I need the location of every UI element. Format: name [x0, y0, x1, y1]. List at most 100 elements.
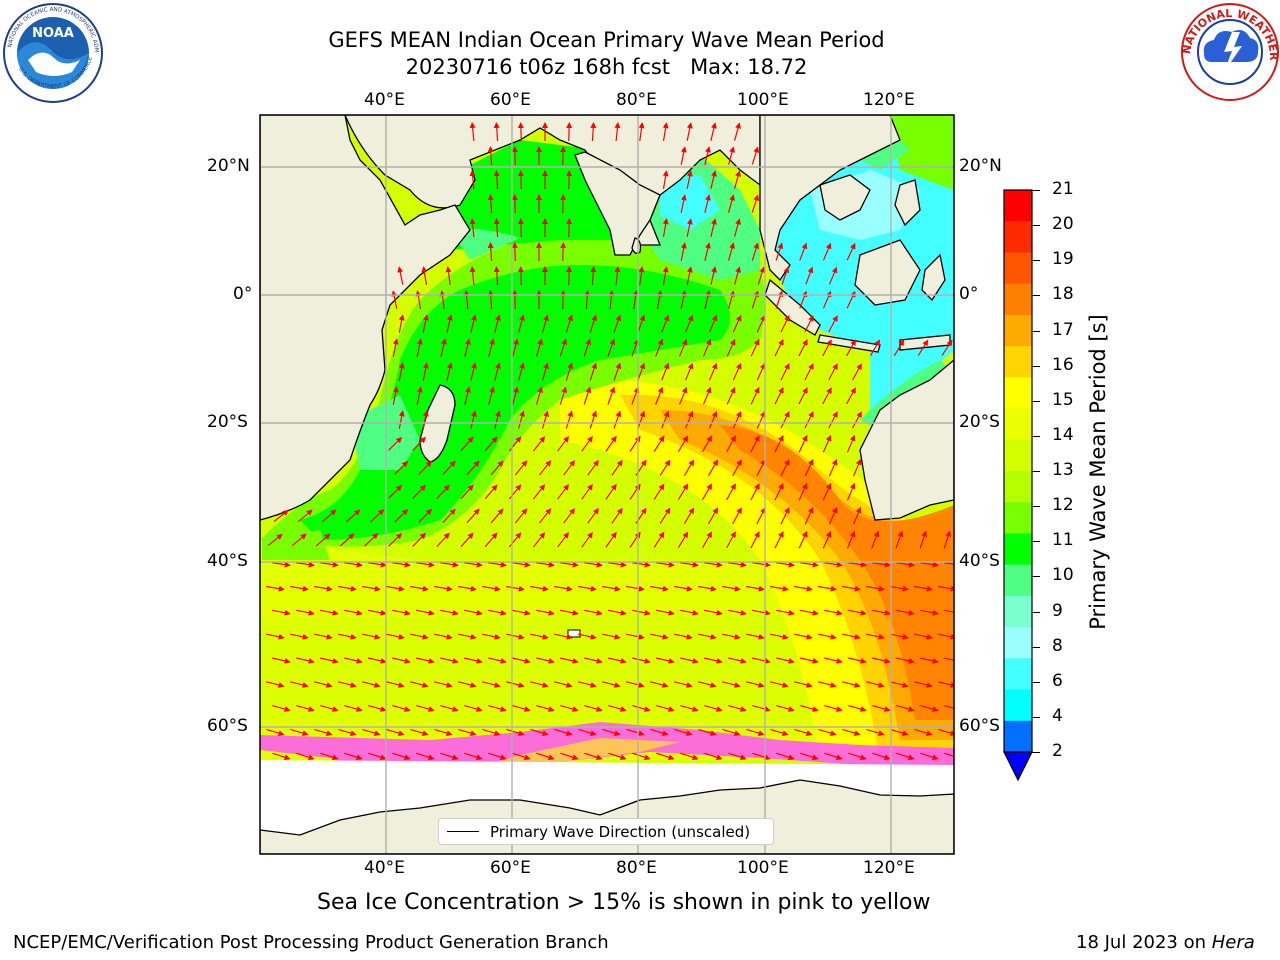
- wave-direction-arrow: [320, 752, 339, 761]
- wave-direction-arrow: [824, 561, 843, 568]
- wave-direction-arrows: [266, 122, 954, 761]
- colorbar-segment: [1004, 658, 1032, 691]
- wave-direction-arrow: [708, 410, 718, 429]
- wave-direction-arrow: [392, 657, 411, 664]
- wave-direction-arrow: [338, 633, 357, 640]
- wave-direction-arrow: [386, 728, 405, 737]
- wave-direction-arrow: [506, 681, 525, 688]
- wave-direction-arrow: [466, 508, 480, 524]
- colorbar-segment: [1004, 346, 1032, 378]
- wave-direction-arrow: [488, 609, 507, 616]
- wave-direction-arrow: [602, 728, 621, 737]
- wave-direction-arrow: [662, 218, 669, 237]
- wave-direction-arrow: [394, 460, 409, 475]
- wave-direction-arrow: [846, 434, 856, 453]
- wave-direction-arrow: [701, 483, 713, 501]
- wave-direction-arrow: [704, 705, 723, 712]
- wave-direction-arrow: [469, 266, 476, 286]
- wave-direction-arrow: [470, 314, 477, 333]
- wave-direction-arrow: [362, 728, 381, 737]
- colorbar-tick-mark: [1032, 506, 1040, 508]
- wave-direction-arrow: [638, 122, 645, 141]
- wave-direction-arrow: [920, 609, 939, 616]
- wave-direction-arrow: [364, 533, 379, 547]
- wave-direction-arrow: [710, 170, 717, 189]
- lon-tick-bottom: 120°E: [863, 858, 915, 878]
- wave-direction-arrow: [560, 561, 579, 568]
- wave-direction-arrow: [659, 507, 671, 524]
- wave-direction-arrow: [824, 705, 843, 712]
- colorbar-segment: [1004, 564, 1032, 597]
- wave-direction-arrow: [728, 752, 747, 761]
- wave-direction-arrow: [538, 460, 552, 476]
- wave-direction-arrow: [702, 386, 712, 405]
- wave-direction-arrow: [852, 363, 862, 381]
- wave-direction-arrow: [493, 122, 500, 142]
- wave-direction-arrow: [560, 242, 567, 262]
- wave-direction-arrow: [392, 705, 411, 712]
- wave-direction-arrow: [362, 633, 381, 640]
- wave-direction-arrow: [321, 509, 337, 523]
- wave-direction-arrow: [470, 362, 477, 381]
- wave-direction-arrow: [583, 338, 592, 357]
- wave-direction-arrow: [386, 681, 405, 688]
- lat-tick-left: 0°: [233, 284, 253, 304]
- wave-direction-arrow: [674, 585, 693, 592]
- wave-direction-arrow: [746, 585, 765, 592]
- wave-direction-arrow: [487, 290, 494, 310]
- wave-direction-arrow: [734, 266, 741, 285]
- map-frame: [259, 114, 955, 855]
- wave-direction-arrow: [805, 266, 814, 285]
- wave-direction-arrow: [776, 561, 795, 568]
- wave-direction-arrow: [804, 506, 814, 525]
- wave-direction-arrow: [584, 657, 603, 664]
- lat-tick-right: 20°S: [959, 412, 1000, 432]
- wave-direction-arrow: [602, 633, 621, 640]
- wave-direction-arrow: [463, 290, 470, 310]
- wave-direction-arrow: [732, 507, 742, 525]
- wave-direction-arrow: [776, 657, 795, 664]
- wave-direction-arrow: [726, 386, 736, 405]
- wave-direction-arrow: [422, 410, 429, 429]
- wave-direction-arrow: [869, 339, 881, 357]
- wave-direction-arrow: [584, 561, 603, 568]
- wave-direction-arrow: [656, 561, 675, 568]
- wave-direction-arrow: [944, 609, 954, 613]
- wave-direction-arrow: [680, 242, 687, 261]
- wave-direction-arrow: [339, 533, 355, 547]
- wave-direction-arrow: [605, 435, 617, 452]
- wave-direction-arrow: [436, 484, 450, 500]
- wave-direction-arrow: [541, 410, 549, 429]
- wave-direction-arrow: [392, 752, 411, 761]
- colorbar-label: Primary Wave Mean Period [s]: [1086, 314, 1110, 630]
- wave-direction-arrow: [686, 170, 693, 189]
- wave-direction-arrow: [320, 705, 339, 712]
- colorbar-tick-mark: [1032, 646, 1040, 648]
- wave-direction-arrow: [661, 362, 670, 381]
- wave-direction-arrow: [770, 728, 789, 737]
- wave-direction-arrow: [734, 218, 741, 237]
- wave-direction-arrow: [536, 609, 555, 616]
- wave-direction-arrow: [605, 531, 617, 548]
- wave-direction-arrow: [701, 531, 713, 549]
- wave-direction-arrow: [514, 460, 528, 476]
- wave-direction-arrow: [314, 633, 333, 640]
- wave-direction-arrow: [866, 633, 885, 640]
- wave-direction-arrow: [661, 314, 670, 333]
- wave-direction-arrow: [746, 681, 765, 688]
- wave-direction-arrow: [685, 362, 694, 381]
- wave-direction-arrow: [291, 533, 307, 547]
- wave-direction-arrow: [554, 633, 573, 640]
- wave-direction-arrow: [439, 290, 446, 309]
- wave-direction-arrow: [315, 533, 331, 547]
- wave-direction-arrow: [446, 314, 453, 333]
- legend-label: Primary Wave Direction (unscaled): [490, 823, 751, 841]
- wave-direction-arrow: [746, 633, 765, 640]
- wave-direction-arrow: [750, 386, 760, 405]
- wave-direction-arrow: [602, 681, 621, 688]
- wave-direction-arrow: [698, 585, 717, 592]
- wave-direction-arrow: [511, 290, 518, 310]
- wave-direction-arrow: [626, 728, 645, 737]
- wave-direction-arrow: [506, 633, 525, 640]
- wave-direction-arrow: [512, 657, 531, 664]
